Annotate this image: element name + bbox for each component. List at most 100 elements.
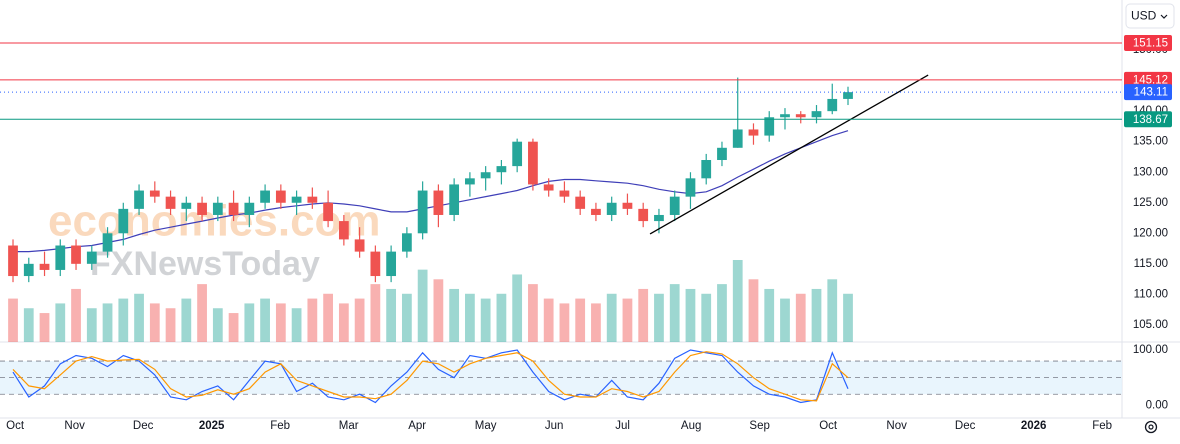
volume-bar <box>307 298 318 342</box>
candle-body <box>559 190 570 197</box>
candle-body <box>606 202 617 215</box>
price-tag <box>1124 35 1172 52</box>
y-tick-label: 125.00 <box>1133 197 1168 209</box>
volume-bar <box>669 284 680 342</box>
volume-bar <box>354 298 365 342</box>
x-tick-label: Sep <box>749 420 769 432</box>
volume-bar <box>370 284 381 342</box>
price-tag-label: 151.15 <box>1133 38 1168 50</box>
volume-bar <box>118 298 129 342</box>
volume-bar <box>338 303 349 342</box>
candle-body <box>591 208 601 215</box>
gear-icon[interactable] <box>1144 420 1158 434</box>
candle-body <box>102 233 113 252</box>
moving-average <box>13 130 849 253</box>
candle-body <box>307 196 318 203</box>
candle-body <box>465 178 475 185</box>
price-tag <box>1124 71 1172 88</box>
currency-box[interactable] <box>1125 3 1175 29</box>
y-tick-label: 105.00 <box>1133 319 1168 331</box>
candle-body <box>86 251 97 264</box>
volume-bar <box>512 274 523 342</box>
volume-bar <box>543 298 554 342</box>
x-tick-label: Oct <box>6 420 25 432</box>
volume-bar <box>622 298 633 342</box>
candle-body <box>528 141 538 185</box>
volume-bar <box>102 303 113 342</box>
volume-bar <box>134 293 144 342</box>
volume-bar <box>401 293 412 342</box>
candle-body <box>512 141 523 167</box>
volume-bar <box>480 298 491 342</box>
candle-body <box>622 202 633 209</box>
candle-body <box>71 245 81 264</box>
candle-body <box>149 190 160 197</box>
volume-bar <box>417 269 428 342</box>
volume-bar <box>212 308 223 342</box>
x-tick-label: Oct <box>819 420 838 432</box>
candle-body <box>55 245 66 270</box>
volume-bar <box>465 293 475 342</box>
candle-body <box>370 251 381 277</box>
candle-body <box>717 147 727 161</box>
candle-body <box>39 263 50 270</box>
candle-body <box>417 190 428 234</box>
settings-button[interactable] <box>1144 420 1158 434</box>
candle-body <box>575 196 586 209</box>
candle-body <box>23 263 34 277</box>
candle-body <box>118 208 129 234</box>
volume-bar <box>433 279 444 342</box>
candle-body <box>654 214 664 222</box>
volume-bar <box>827 279 838 342</box>
x-tick-label: 2026 <box>1021 420 1047 432</box>
candle-body <box>433 190 444 215</box>
volume-bar <box>71 288 81 342</box>
x-tick-label: Feb <box>1092 420 1112 432</box>
currency-button[interactable]: USD <box>1125 3 1175 29</box>
volume-bar <box>149 303 160 342</box>
candle-body <box>685 178 696 197</box>
volume-bar <box>780 298 790 342</box>
volume-bar <box>496 293 507 342</box>
chevron[interactable] <box>1160 14 1168 19</box>
volume-bar <box>197 284 207 342</box>
price-tag <box>1124 84 1172 101</box>
candle-body <box>748 129 759 136</box>
volume-bar <box>260 298 270 342</box>
y-tick-label: 115.00 <box>1134 258 1168 270</box>
volume-bar <box>748 279 759 342</box>
volume-bar <box>638 288 649 342</box>
x-tick-label: Jul <box>615 420 630 432</box>
oscillator-tick-label: 0.00 <box>1146 399 1168 411</box>
volume-bar <box>23 308 34 342</box>
volume-bar <box>291 308 302 342</box>
volume-bar <box>606 293 617 342</box>
y-tick-label: 110.00 <box>1134 288 1168 300</box>
volume-bar <box>732 260 743 342</box>
candle-body <box>701 160 712 179</box>
currency-label[interactable]: USD <box>1131 9 1157 23</box>
candle-body <box>197 202 207 215</box>
candle-body <box>638 208 649 222</box>
candle-body <box>181 202 192 209</box>
candle-body <box>8 245 18 277</box>
volume-bar <box>764 288 775 342</box>
gear-hub[interactable] <box>1148 424 1154 430</box>
watermark-text: FXNewsToday <box>90 245 320 283</box>
volume-bar <box>685 288 696 342</box>
volume-bar <box>795 293 806 342</box>
candle-body <box>543 184 554 191</box>
volume-bar <box>275 303 286 342</box>
oscillator-line <box>12 349 849 404</box>
x-tick-label: Dec <box>955 420 976 432</box>
candle-body <box>323 202 333 222</box>
x-tick-label: Aug <box>681 420 701 432</box>
volume-bar <box>843 293 853 342</box>
volume-bar <box>701 293 712 342</box>
candle-body <box>811 111 822 118</box>
volume-bar <box>165 308 176 342</box>
candle-body <box>732 129 743 148</box>
x-tick-label: Mar <box>339 420 359 432</box>
volume-bar <box>591 303 601 342</box>
